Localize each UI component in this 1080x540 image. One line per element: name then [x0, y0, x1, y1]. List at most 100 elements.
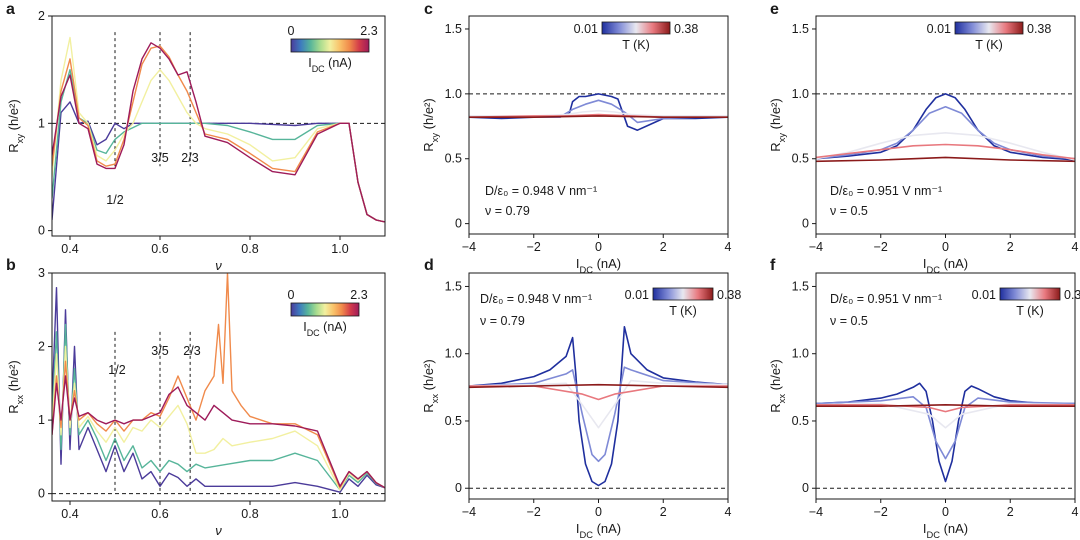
y-tick-label: 0 [802, 481, 809, 495]
series-line [469, 326, 728, 487]
series-group [816, 382, 1075, 483]
y-tick-label: 1 [38, 116, 45, 130]
fraction-annotation: 3/5 [151, 344, 168, 358]
series-line [52, 69, 385, 223]
fraction-annotation: 2/3 [183, 344, 200, 358]
colorbar-min-label: 0.01 [625, 288, 649, 302]
y-tick-label: 0 [38, 487, 45, 501]
series-line [469, 115, 728, 118]
series-line [52, 42, 385, 223]
y-tick-label: 3 [38, 266, 45, 280]
colorbar-title: IDC (nA) [303, 320, 347, 338]
y-tick-label: 0.5 [445, 414, 462, 428]
x-tick-label: 0 [595, 240, 602, 254]
series-line [52, 375, 385, 489]
series-line [816, 156, 1075, 163]
fraction-annotation: 1/2 [108, 363, 125, 377]
x-tick-label: 0 [595, 505, 602, 519]
series-line [52, 287, 385, 493]
series-group [469, 326, 728, 487]
y-tick-label: 0 [455, 481, 462, 495]
series-line [816, 404, 1075, 407]
y-tick-label: 0 [38, 224, 45, 238]
x-tick-label: 2 [660, 505, 667, 519]
y-tick-label: 1.5 [445, 22, 462, 36]
series-line [816, 402, 1075, 429]
y-tick-label: 0.5 [445, 152, 462, 166]
axes-frame [815, 15, 1076, 235]
colorbar-max-label: 2.3 [350, 288, 367, 302]
panel-f: f −4 −2 0 2 4 0 0.5 1.0 1.5 IDC (nA) Rxx (h/e²) D/ε₀… [768, 257, 1080, 540]
y-tick-label: 1.5 [792, 279, 809, 293]
condition-annotation: ν = 0.5 [830, 204, 868, 218]
fraction-annotation: 3/5 [151, 151, 168, 165]
x-tick-label: 2 [1007, 505, 1014, 519]
panel-d: d −4 −2 0 2 4 0 0.5 1.0 1.5 IDC (nA) Rxx (h/e²) D/ε₀… [421, 257, 741, 540]
x-tick-label: 0.8 [241, 242, 258, 256]
panel-c: c −4 −2 0 2 4 0 0.5 1.0 1.5 IDC (nA) Rxy (h/e²) D/ε₀… [421, 1, 732, 275]
x-tick-label: 0.4 [61, 242, 78, 256]
colorbar [601, 21, 671, 35]
colorbar-title: T (K) [1016, 304, 1044, 318]
x-tick-label: 2 [1007, 240, 1014, 254]
x-tick-label: 4 [1072, 505, 1079, 519]
condition-annotation: ν = 0.5 [830, 314, 868, 328]
series-line [816, 404, 1075, 413]
x-tick-label: 2 [660, 240, 667, 254]
x-tick-label: 0.8 [241, 507, 258, 521]
series-line [469, 366, 728, 463]
series-group [816, 93, 1075, 163]
series-line [816, 382, 1075, 483]
x-axis-label: ν [215, 258, 222, 273]
panel-b: b 0.4 0.6 0.8 1.0 0 1 2 3 ν Rxx (h/e²) 1/2 3/5 2/3 0 2.… [6, 257, 386, 538]
x-tick-label: −2 [527, 505, 541, 519]
condition-annotation: ν = 0.79 [485, 204, 530, 218]
y-axis-label: Rxy (h/e²) [6, 99, 25, 152]
x-axis-label: IDC (nA) [576, 521, 621, 540]
colorbar-title: T (K) [975, 38, 1003, 52]
series-line [52, 45, 385, 223]
axes-frame [51, 15, 386, 237]
series-line [469, 383, 728, 389]
axes-frame [468, 15, 729, 235]
x-tick-label: −2 [874, 505, 888, 519]
x-tick-label: 4 [1072, 240, 1079, 254]
x-tick-label: −2 [874, 240, 888, 254]
x-tick-label: 0.4 [61, 507, 78, 521]
y-tick-label: 0 [455, 217, 462, 231]
y-tick-label: 2 [38, 9, 45, 23]
series-line [52, 273, 385, 489]
colorbar-max-label: 0.38 [717, 288, 741, 302]
series-line [52, 345, 385, 491]
colorbar-title: T (K) [669, 304, 697, 318]
x-axis-label: IDC (nA) [923, 521, 968, 540]
condition-annotation: ν = 0.79 [480, 314, 525, 328]
y-axis-label: Rxx (h/e²) [6, 360, 25, 413]
x-axis-label: ν [215, 523, 222, 538]
fraction-annotation: 1/2 [106, 193, 123, 207]
y-tick-label: 0 [802, 217, 809, 231]
y-axis-label: Rxy (h/e²) [768, 98, 787, 151]
colorbar [290, 38, 370, 53]
x-tick-label: −4 [809, 240, 823, 254]
series-line [52, 101, 385, 223]
panel-letter-e: e [770, 1, 779, 18]
y-tick-label: 1.5 [792, 22, 809, 36]
y-axis-label: Rxx (h/e²) [768, 359, 787, 412]
fraction-annotation: 2/3 [181, 151, 198, 165]
condition-annotation: D/ε₀ = 0.951 V nm⁻¹ [830, 184, 942, 198]
y-tick-label: 1 [38, 413, 45, 427]
x-tick-label: 4 [725, 505, 732, 519]
x-tick-label: −4 [462, 240, 476, 254]
colorbar-min-label: 0 [288, 288, 295, 302]
colorbar-max-label: 0.38 [674, 22, 698, 36]
condition-annotation: D/ε₀ = 0.951 V nm⁻¹ [830, 292, 942, 306]
colorbar [954, 21, 1024, 35]
colorbar [652, 287, 714, 301]
x-tick-label: 0 [942, 505, 949, 519]
y-tick-label: 2 [38, 340, 45, 354]
colorbar-max-label: 0.38 [1027, 22, 1051, 36]
series-line [816, 396, 1075, 460]
colorbar [999, 287, 1061, 301]
